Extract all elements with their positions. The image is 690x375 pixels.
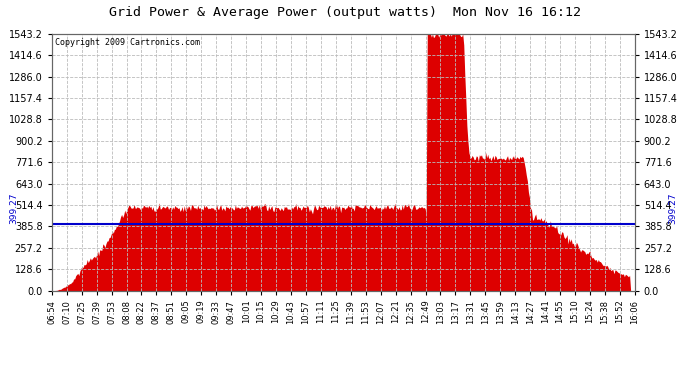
Text: Copyright 2009 Cartronics.com: Copyright 2009 Cartronics.com [55,38,199,46]
Text: Grid Power & Average Power (output watts)  Mon Nov 16 16:12: Grid Power & Average Power (output watts… [109,6,581,19]
Text: 399.27: 399.27 [668,193,677,224]
Text: 399.27: 399.27 [10,193,19,224]
